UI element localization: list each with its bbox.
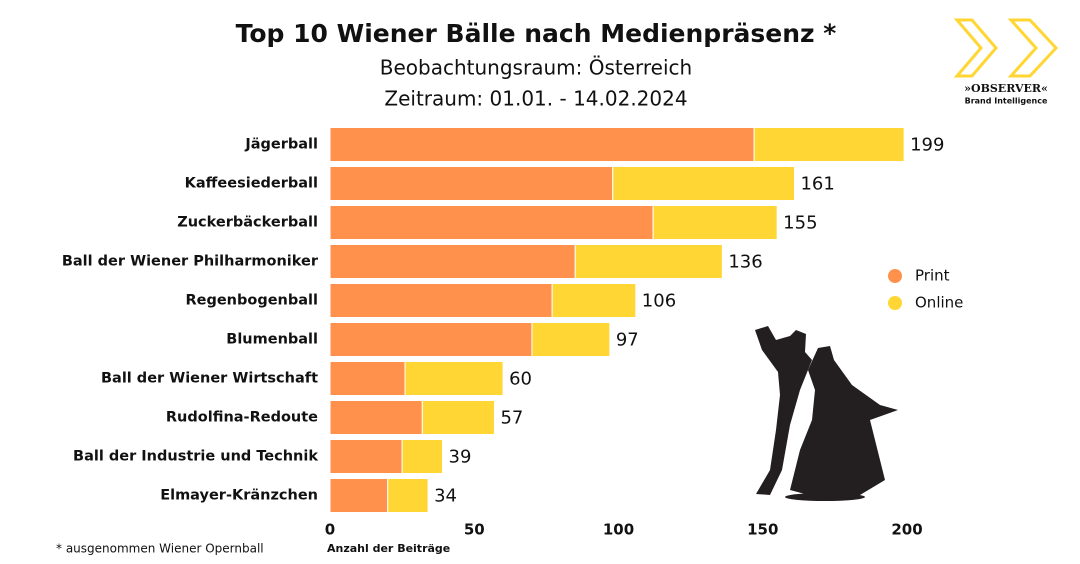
total-label: 60	[509, 369, 532, 390]
x-tick-label: 150	[747, 521, 778, 539]
subtitle: Zeitraum: 01.01. - 14.02.2024	[384, 87, 687, 111]
x-tick-label: 200	[891, 521, 922, 539]
logo: »OBSERVER« Brand Intelligence	[953, 18, 1059, 106]
bar-segment	[329, 127, 755, 162]
legend-label: Online	[915, 294, 963, 312]
total-label: 199	[910, 135, 944, 156]
shadow	[785, 493, 865, 501]
y-tick-label: Regenbogenball	[185, 293, 318, 309]
y-tick-label: Ball der Wiener Wirtschaft	[101, 371, 318, 387]
total-label: 57	[500, 408, 523, 429]
bar-segment	[329, 322, 533, 357]
dancers-silhouette	[755, 326, 898, 501]
bar-segment	[329, 283, 553, 318]
bar-segment	[329, 400, 423, 435]
bar-segment	[531, 322, 611, 357]
bar-segment	[329, 166, 614, 201]
logo-chevron	[1007, 18, 1059, 78]
subtitle: Beobachtungsraum: Österreich	[380, 56, 692, 80]
bar-segment	[753, 127, 905, 162]
total-label: 34	[434, 486, 457, 507]
total-label: 97	[616, 330, 639, 351]
footnote: * ausgenommen Wiener Opernball	[56, 542, 264, 556]
legend-label: Print	[915, 267, 950, 285]
x-tick-label: 50	[464, 521, 485, 539]
total-label: 106	[642, 291, 676, 312]
bar-segment	[421, 400, 495, 435]
total-label: 39	[449, 447, 472, 468]
logo-chevron	[953, 18, 998, 78]
bar-segment	[551, 283, 637, 318]
y-tick-label: Ball der Wiener Philharmoniker	[62, 254, 319, 270]
bar-segment	[404, 361, 504, 396]
y-tick-label: Ball der Industrie und Technik	[73, 449, 318, 465]
y-tick-label: Kaffeesiederball	[185, 176, 318, 192]
bar-segment	[574, 244, 723, 279]
total-label: 155	[783, 213, 817, 234]
bar-segment	[652, 205, 778, 240]
y-tick-label: Rudolfina-Redoute	[166, 410, 318, 426]
y-tick-label: Blumenball	[226, 332, 318, 348]
bar-segment	[329, 361, 406, 396]
chart-title: Top 10 Wiener Bälle nach Medienpräsenz *	[236, 19, 837, 48]
dancer	[755, 326, 812, 495]
x-tick-label: 100	[603, 521, 634, 539]
dancer	[790, 346, 898, 498]
bar-segment	[612, 166, 795, 201]
legend-swatch	[888, 269, 902, 283]
x-tick-label: 0	[325, 521, 335, 539]
bar-segment	[329, 478, 389, 513]
legend-swatch	[888, 296, 902, 310]
y-tick-label: Elmayer-Kränzchen	[160, 488, 318, 504]
y-tick-label: Jägerball	[244, 137, 318, 153]
bar-segment	[401, 439, 444, 474]
y-tick-label: Zuckerbäckerball	[177, 215, 318, 231]
x-axis-label: Anzahl der Beiträge	[327, 542, 450, 555]
logo-tagline: Brand Intelligence	[965, 97, 1048, 106]
bar-segment	[329, 439, 403, 474]
total-label: 136	[728, 252, 762, 273]
bar-segment	[387, 478, 429, 513]
logo-name: »OBSERVER«	[964, 82, 1048, 95]
total-label: 161	[800, 174, 834, 195]
bar-segment	[329, 244, 576, 279]
bar-segment	[329, 205, 654, 240]
